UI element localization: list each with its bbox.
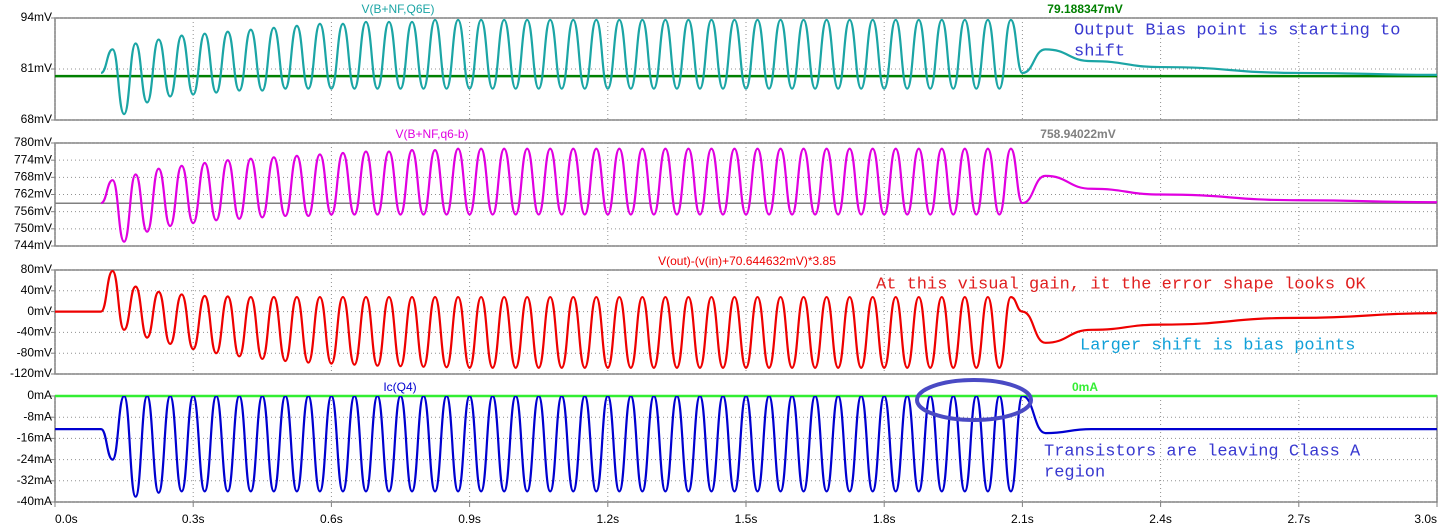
- x-tick-label: 0.0s: [55, 512, 78, 526]
- y-tick-label: 81mV: [21, 61, 52, 75]
- y-tick-label: -32mA: [17, 473, 52, 487]
- y-tick-label: 80mV: [21, 262, 52, 276]
- annotation: Transistors are leaving Class A: [1044, 442, 1361, 461]
- trace-title: V(B+NF,Q6E): [361, 2, 434, 16]
- x-tick-label: 1.2s: [596, 512, 619, 526]
- y-tick-label: -80mV: [17, 345, 52, 359]
- x-tick-label: 0.6s: [320, 512, 343, 526]
- y-tick-label: 756mV: [14, 204, 52, 218]
- y-tick-label: -8mA: [23, 409, 52, 423]
- series-line: [55, 396, 1437, 498]
- x-tick-label: 3.0s: [1414, 512, 1437, 526]
- y-tick-label: -24mA: [17, 452, 52, 466]
- pane-frame: [54, 142, 1438, 247]
- y-tick-label: 762mV: [14, 187, 52, 201]
- y-tick-label: 750mV: [14, 221, 52, 235]
- y-tick-label: 780mV: [14, 135, 52, 149]
- y-tick-label: 774mV: [14, 152, 52, 166]
- cursor-label: 0mA: [1072, 380, 1098, 394]
- y-tick-label: 0mA: [27, 388, 52, 402]
- x-tick-label: 2.4s: [1149, 512, 1172, 526]
- trace-title: Ic(Q4): [383, 380, 416, 394]
- plot-layer: 0.0s 0.3s 0.6s 0.9s 1.2s 1.5s 1.8s 2.1s 2.4s 2.7s…: [10, 2, 1438, 526]
- annotation: At this visual gain, it the error shape …: [876, 275, 1366, 294]
- y-tick-label: 768mV: [14, 170, 52, 184]
- cursor-label: 758.94022mV: [1040, 127, 1115, 141]
- x-tick-label: 2.1s: [1011, 512, 1034, 526]
- trace-title: V(B+NF,q6-b): [395, 127, 468, 141]
- x-tick-label: 1.5s: [735, 512, 758, 526]
- highlight-ellipse: [915, 378, 1033, 422]
- y-tick-label: -120mV: [10, 366, 52, 380]
- x-tick-label: 2.7s: [1287, 512, 1310, 526]
- cursor-label: 79.188347mV: [1047, 2, 1122, 16]
- y-tick-label: -40mA: [17, 494, 52, 508]
- y-tick-label: 744mV: [14, 238, 52, 252]
- y-tick-label: -40mV: [17, 325, 52, 339]
- series-line: [100, 18, 1437, 116]
- x-tick-label: 0.3s: [182, 512, 205, 526]
- annotation: Larger shift is bias points: [1080, 336, 1355, 355]
- y-tick-label: 40mV: [21, 283, 52, 297]
- y-tick-label: 68mV: [21, 112, 52, 126]
- y-tick-label: 94mV: [21, 10, 52, 24]
- annotation: region: [1044, 463, 1105, 482]
- y-tick-label: 0mV: [27, 304, 52, 318]
- x-tick-label: 0.9s: [458, 512, 481, 526]
- trace-title: V(out)-(v(in)+70.644632mV)*3.85: [658, 254, 836, 268]
- annotation: shift: [1074, 42, 1125, 61]
- y-tick-label: -16mA: [17, 431, 52, 445]
- x-tick-label: 1.8s: [873, 512, 896, 526]
- annotation: Output Bias point is starting to: [1074, 21, 1400, 40]
- series-line: [100, 147, 1437, 243]
- series-line: [55, 270, 1437, 369]
